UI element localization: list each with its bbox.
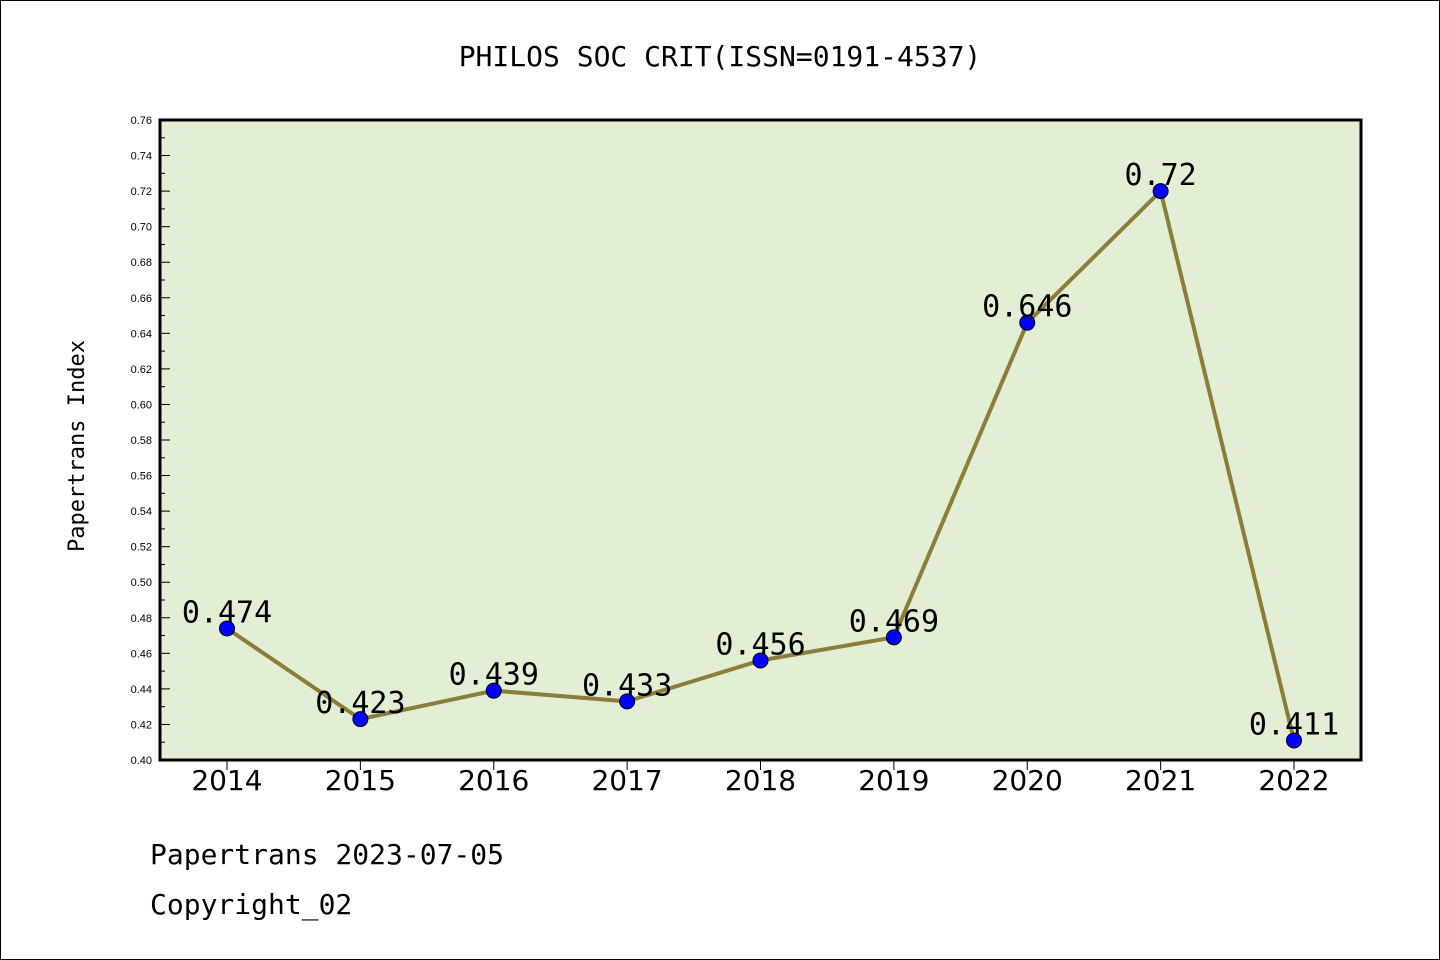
data-point xyxy=(1152,183,1169,200)
x-tick-label: 2020 xyxy=(992,764,1063,797)
data-point xyxy=(752,652,769,669)
y-tick-label: 0.52 xyxy=(131,542,152,554)
data-point xyxy=(219,620,235,637)
y-tick-label: 0.56 xyxy=(131,471,152,483)
y-tick-label: 0.66 xyxy=(131,293,152,305)
data-label: 0.72 xyxy=(1125,158,1197,193)
data-point xyxy=(885,629,902,646)
y-tick-label: 0.46 xyxy=(131,648,152,660)
y-tick-label: 0.68 xyxy=(131,257,152,269)
x-tick-label: 2014 xyxy=(191,764,262,797)
data-label: 0.423 xyxy=(315,686,405,721)
data-label: 0.433 xyxy=(582,668,672,703)
data-point xyxy=(485,682,502,699)
data-point xyxy=(352,711,369,728)
data-label: 0.439 xyxy=(449,658,539,693)
x-tick-label: 2017 xyxy=(591,764,662,797)
y-tick-label: 0.54 xyxy=(131,506,152,518)
y-tick-label: 0.58 xyxy=(131,435,152,447)
y-tick-label: 0.62 xyxy=(131,364,152,376)
plot-border xyxy=(158,118,1363,762)
x-tick-label: 2022 xyxy=(1258,764,1329,797)
y-tick-label: 0.76 xyxy=(131,115,152,127)
x-tick-label: 2016 xyxy=(458,764,529,797)
y-tick-label: 0.50 xyxy=(131,577,152,589)
data-label: 0.469 xyxy=(849,604,939,639)
y-tick-label: 0.48 xyxy=(131,613,152,625)
y-axis: 0.40 0.42 0.44 0.46 0.48 0.50 0.52 0.54 0.56 0.58… xyxy=(131,115,170,767)
y-tick-label: 0.44 xyxy=(131,684,152,696)
data-label: 0.646 xyxy=(982,290,1072,325)
data-labels: 0.474 0.423 0.439 0.433 0.456 0.469 0.646 0.72 0… xyxy=(182,158,1339,742)
y-tick-label: 0.60 xyxy=(131,399,152,411)
x-tick-label: 2019 xyxy=(858,764,929,797)
series-markers xyxy=(219,183,1302,749)
y-tick-label: 0.72 xyxy=(131,186,152,198)
x-tick-label: 2021 xyxy=(1125,764,1196,797)
y-axis-label: Papertrans Index xyxy=(65,340,90,552)
data-label: 0.411 xyxy=(1249,707,1339,742)
x-axis: 2014 2015 2016 2017 2018 2019 2020 2021 2022 xyxy=(191,760,1330,797)
data-label: 0.474 xyxy=(182,595,272,630)
y-tick-label: 0.40 xyxy=(131,755,152,767)
y-tick-label: 0.64 xyxy=(131,328,152,340)
x-tick-label: 2015 xyxy=(325,764,396,797)
footer-copyright: Copyright_02 xyxy=(150,888,352,922)
chart-title: PHILOS SOC CRIT(ISSN=0191-4537) xyxy=(459,40,982,73)
data-point xyxy=(1019,314,1036,331)
x-tick-label: 2018 xyxy=(725,764,796,797)
y-tick-label: 0.70 xyxy=(131,222,152,234)
data-point xyxy=(1286,732,1302,749)
data-point xyxy=(619,693,636,710)
footer-date: Papertrans 2023-07-05 xyxy=(150,838,504,871)
y-tick-label: 0.42 xyxy=(131,719,152,731)
data-label: 0.456 xyxy=(715,627,805,662)
y-tick-label: 0.74 xyxy=(131,151,152,163)
